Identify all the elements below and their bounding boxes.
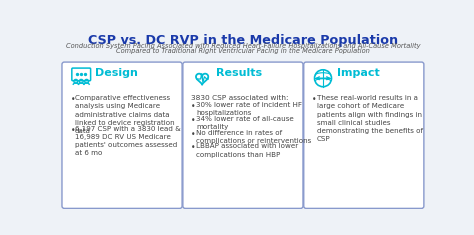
Text: Conduction System Pacing Associated with Reduced Heart-Failure Hospitalizations : Conduction System Pacing Associated with…: [66, 43, 420, 49]
Text: •: •: [191, 130, 196, 139]
FancyBboxPatch shape: [183, 62, 303, 208]
Text: •: •: [71, 95, 75, 104]
Text: Impact: Impact: [337, 68, 380, 78]
Text: Design: Design: [95, 68, 138, 78]
Text: These real-world results in a
large cohort of Medicare
patients align with findi: These real-world results in a large coho…: [317, 95, 423, 142]
Text: Comparative effectiveness
analysis using Medicare
administrative claims data
lin: Comparative effectiveness analysis using…: [75, 95, 175, 134]
Text: Compared to Traditional Right Ventricular Pacing in the Medicare Population: Compared to Traditional Right Ventricula…: [116, 48, 370, 54]
FancyBboxPatch shape: [62, 62, 182, 208]
Text: 34% lower rate of all-cause
mortality: 34% lower rate of all-cause mortality: [196, 116, 294, 130]
FancyBboxPatch shape: [304, 62, 424, 208]
Text: •: •: [191, 144, 196, 153]
Text: 3830 CSP associated with:: 3830 CSP associated with:: [191, 95, 288, 101]
Text: LBBAP associated with lower
complications than HBP: LBBAP associated with lower complication…: [196, 144, 298, 158]
Text: 30% lower rate of incident HF
hospitalizations: 30% lower rate of incident HF hospitaliz…: [196, 102, 302, 116]
Text: 6,197 CSP with a 3830 lead &
16,989 DC RV US Medicare
patients' outcomes assesse: 6,197 CSP with a 3830 lead & 16,989 DC R…: [75, 125, 181, 156]
Text: •: •: [191, 116, 196, 125]
Text: CSP vs. DC RVP in the Medicare Population: CSP vs. DC RVP in the Medicare Populatio…: [88, 34, 398, 47]
Text: •: •: [71, 125, 75, 135]
Text: Results: Results: [216, 68, 262, 78]
Text: No difference in rates of
complications or reinterventions: No difference in rates of complications …: [196, 130, 311, 144]
Text: •: •: [312, 95, 317, 104]
Text: •: •: [191, 102, 196, 111]
